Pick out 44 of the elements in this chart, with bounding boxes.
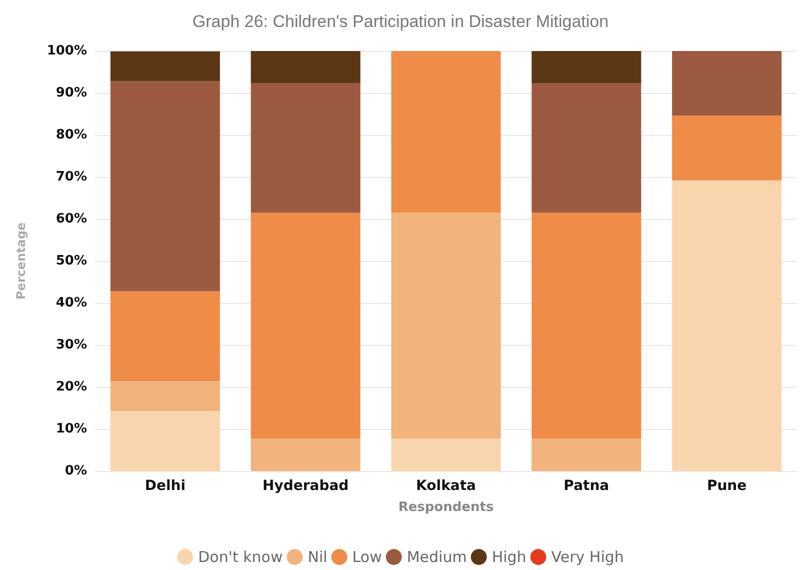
y-tick-label: 30% [56,338,87,352]
y-tick-label: 100% [46,44,87,58]
legend-label: Very High [551,548,624,566]
bar [250,438,360,471]
y-axis-title: Percentage [14,222,28,300]
bar [532,51,642,84]
bar [110,51,220,82]
bar [532,83,642,213]
bar [110,410,220,471]
bar [391,438,501,471]
bar [391,212,501,439]
x-axis-title: Respondents [398,500,494,515]
bar [250,212,360,439]
y-tick-label: 0% [64,464,87,478]
bar [672,180,782,471]
y-tick-label: 90% [56,86,87,100]
x-tick-label: Delhi [144,478,186,494]
y-tick-label: 10% [56,422,87,436]
y-tick-label: 70% [56,170,87,184]
bar [110,291,220,382]
bar [672,51,782,116]
chart-title: Graph 26: Children's Participation in Disaster Mitigation [192,12,609,31]
x-tick-label: Pune [706,478,747,494]
bar [532,212,642,439]
x-tick-label: Kolkata [416,478,476,494]
bar [110,81,220,292]
legend-label: Don't know [198,548,283,566]
y-tick-label: 50% [56,254,87,268]
y-tick-label: 60% [56,212,87,226]
x-tick-label: Hyderabad [262,478,349,494]
bar [532,438,642,471]
bar [672,116,782,180]
x-tick-label: Patna [564,478,610,494]
y-tick-label: 40% [56,296,87,310]
y-tick-label: 20% [56,380,87,394]
bar [391,51,501,213]
y-tick-label: 80% [56,128,87,142]
bar [250,51,360,84]
legend-label: Medium [406,548,467,566]
legend-label: Nil [308,548,328,566]
legend-label: High [492,548,526,566]
legend-label: Low [352,548,382,566]
bar [110,381,220,411]
bar [250,83,360,213]
